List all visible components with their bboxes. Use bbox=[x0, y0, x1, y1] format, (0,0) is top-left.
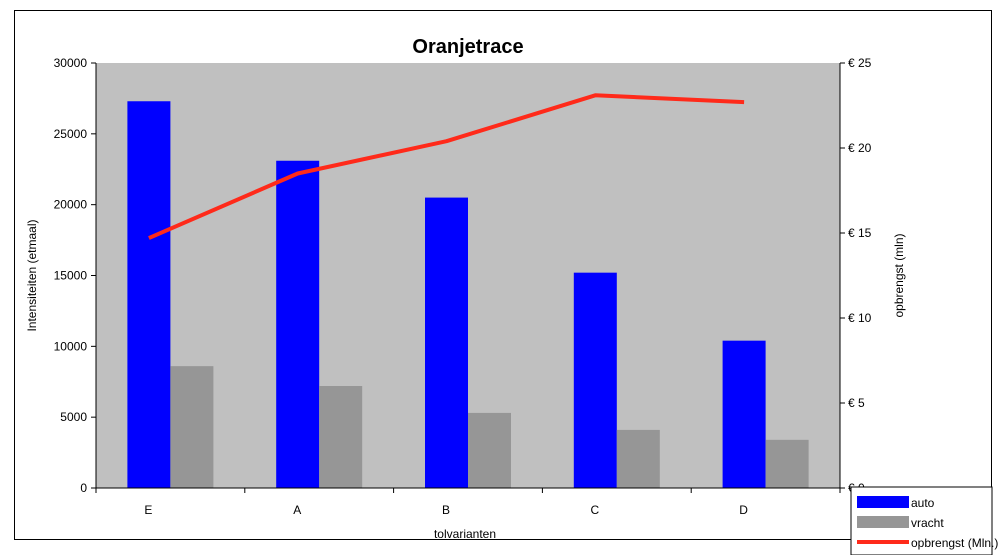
bar-vracht-C bbox=[616, 429, 660, 488]
y2-tick-label: € 10 bbox=[848, 311, 872, 325]
y2-tick-label: € 15 bbox=[848, 226, 872, 240]
bar-vracht-B bbox=[468, 412, 511, 488]
bar-auto-A bbox=[276, 160, 320, 488]
legend-swatch-vracht bbox=[857, 516, 909, 528]
y-tick-label: 15000 bbox=[54, 269, 88, 283]
y-tick-label: 25000 bbox=[54, 127, 88, 141]
x-tick-label: E bbox=[144, 503, 152, 517]
bar-auto-D bbox=[722, 340, 766, 488]
x-tick-label: B bbox=[442, 503, 450, 517]
y-tick-label: 20000 bbox=[54, 198, 88, 212]
legend-label: auto bbox=[911, 496, 935, 510]
legend: auto vracht opbrengst (Mln.) bbox=[850, 486, 998, 555]
chart-title: Oranjetrace bbox=[412, 36, 523, 58]
x-tick-label: D bbox=[739, 503, 748, 517]
x-axis-title: tolvarianten bbox=[434, 527, 496, 541]
bar-auto-B bbox=[425, 197, 468, 489]
bar-auto-E bbox=[127, 101, 171, 488]
legend-label: opbrengst (Mln.) bbox=[911, 536, 998, 550]
y2-tick-label: € 25 bbox=[848, 56, 872, 70]
y-tick-label: 30000 bbox=[54, 56, 88, 70]
y-tick-label: 5000 bbox=[60, 410, 87, 424]
bar-auto-C bbox=[573, 272, 617, 488]
legend-swatch-auto bbox=[857, 496, 909, 508]
bars-group bbox=[127, 101, 809, 489]
bar-vracht-E bbox=[170, 366, 214, 488]
y2-tick-label: € 20 bbox=[848, 141, 872, 155]
bar-vracht-A bbox=[319, 386, 363, 488]
line-layer bbox=[148, 93, 745, 240]
y-tick-label: 10000 bbox=[54, 339, 88, 353]
y-axis-title: Intensiteiten (etmaal) bbox=[25, 219, 39, 331]
bar-vracht-D bbox=[765, 439, 809, 488]
y-tick-label: 0 bbox=[80, 481, 87, 495]
x-tick-label: A bbox=[293, 503, 301, 517]
y2-tick-label: € 5 bbox=[848, 396, 865, 410]
x-tick-label: C bbox=[590, 503, 599, 517]
y2-axis-title: opbrengst (mln) bbox=[892, 233, 906, 317]
legend-label: vracht bbox=[911, 516, 944, 530]
series-line-opbrengst bbox=[148, 93, 745, 240]
